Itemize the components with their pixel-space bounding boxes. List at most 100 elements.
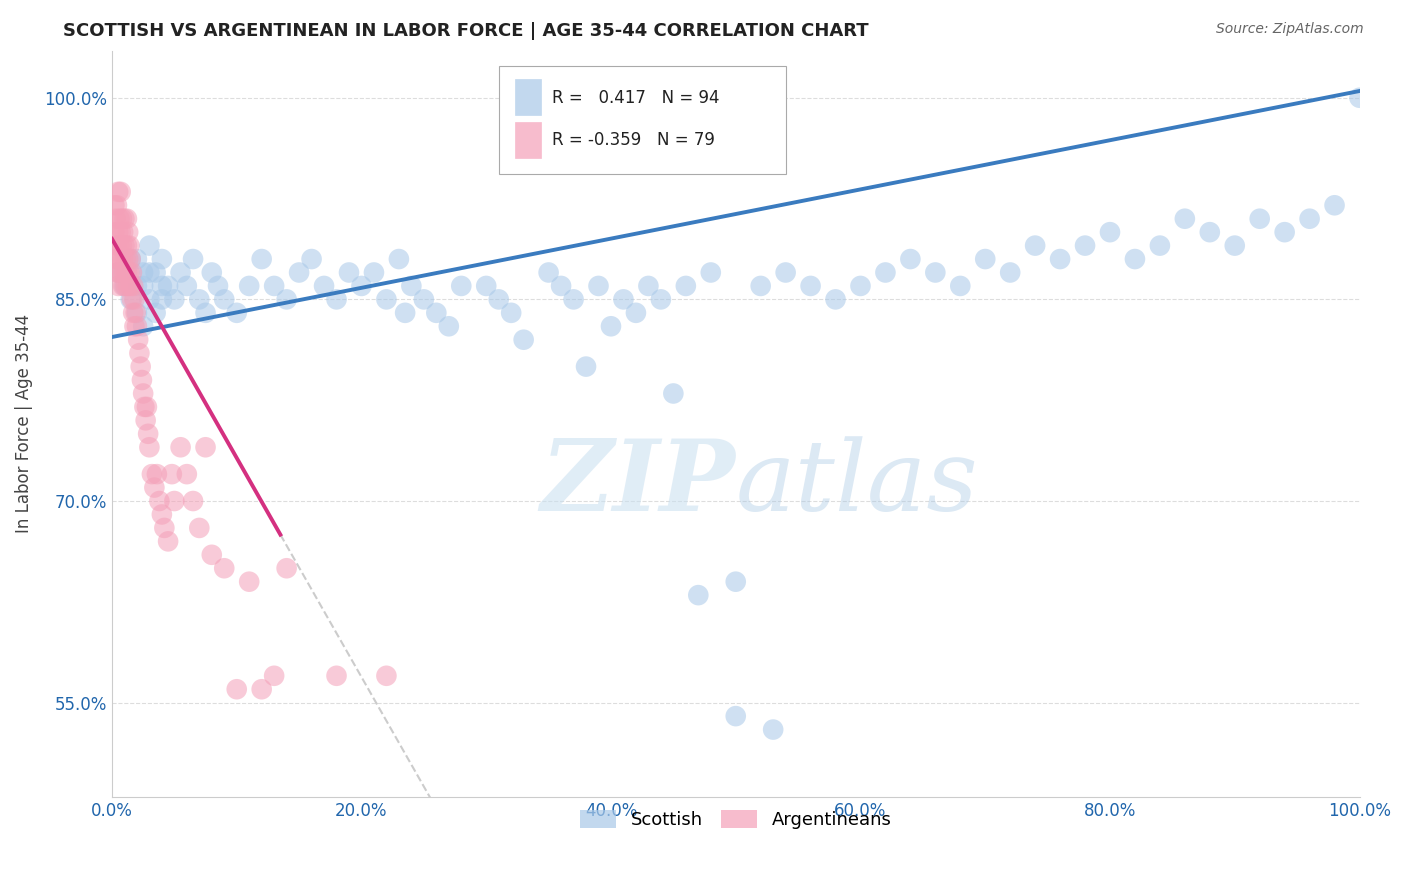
Point [588, 279, 610, 293]
Legend: Scottish, Argentineans: Scottish, Argentineans [572, 803, 898, 837]
Point [475, 279, 498, 293]
Point [201, 265, 224, 279]
Point [129, 359, 152, 374]
Point [107, 279, 129, 293]
Point [762, 723, 785, 737]
Point [110, 185, 132, 199]
Point [115, 211, 138, 226]
Point [120, 279, 142, 293]
Point [112, 225, 135, 239]
Point [225, 682, 247, 697]
Point [998, 265, 1021, 279]
Point [125, 319, 148, 334]
Point [394, 306, 416, 320]
Point [118, 265, 141, 279]
Point [148, 494, 170, 508]
Point [107, 265, 129, 279]
Point [114, 265, 136, 279]
Point [121, 293, 143, 307]
Point [225, 306, 247, 320]
Text: Source: ZipAtlas.com: Source: ZipAtlas.com [1216, 22, 1364, 37]
Point [375, 669, 398, 683]
Point [157, 279, 180, 293]
Point [131, 373, 153, 387]
Point [301, 252, 323, 266]
Point [1123, 252, 1146, 266]
Point [150, 293, 173, 307]
Point [111, 211, 134, 226]
Point [138, 293, 160, 307]
Text: SCOTTISH VS ARGENTINEAN IN LABOR FORCE | AGE 35-44 CORRELATION CHART: SCOTTISH VS ARGENTINEAN IN LABOR FORCE |… [63, 22, 869, 40]
Point [120, 252, 142, 266]
Point [108, 211, 131, 226]
Point [118, 238, 141, 252]
Text: atlas: atlas [735, 436, 979, 531]
Point [1274, 225, 1296, 239]
Point [575, 359, 598, 374]
Point [103, 198, 125, 212]
Point [662, 386, 685, 401]
Point [188, 521, 211, 535]
Point [675, 279, 697, 293]
Point [562, 293, 585, 307]
Point [157, 534, 180, 549]
Point [112, 279, 135, 293]
Point [115, 265, 138, 279]
Point [135, 400, 157, 414]
Point [276, 293, 298, 307]
Point [612, 293, 634, 307]
Point [150, 252, 173, 266]
Point [176, 279, 198, 293]
Point [160, 467, 183, 482]
Point [1348, 91, 1371, 105]
Point [337, 265, 360, 279]
Point [201, 548, 224, 562]
Point [849, 279, 872, 293]
Point [550, 279, 572, 293]
Point [288, 265, 311, 279]
Point [1298, 211, 1320, 226]
Point [114, 279, 136, 293]
Point [105, 198, 128, 212]
Point [194, 440, 217, 454]
Point [238, 574, 260, 589]
Point [1098, 225, 1121, 239]
Point [188, 293, 211, 307]
Point [114, 252, 136, 266]
Point [1049, 252, 1071, 266]
Point [150, 279, 173, 293]
Point [169, 265, 191, 279]
Point [127, 333, 149, 347]
Point [1024, 238, 1046, 252]
Point [111, 265, 134, 279]
Point [145, 306, 167, 320]
Point [207, 279, 229, 293]
FancyBboxPatch shape [499, 66, 786, 174]
Point [724, 709, 747, 723]
Point [437, 319, 460, 334]
Point [1174, 211, 1197, 226]
Point [1249, 211, 1271, 226]
Point [212, 293, 235, 307]
Point [624, 306, 647, 320]
Point [375, 293, 398, 307]
Point [125, 279, 148, 293]
Point [250, 682, 273, 697]
Point [124, 319, 146, 334]
Point [1323, 198, 1346, 212]
Point [141, 467, 163, 482]
Point [176, 467, 198, 482]
Point [425, 306, 447, 320]
Point [1149, 238, 1171, 252]
Point [312, 279, 335, 293]
Point [135, 413, 157, 427]
Point [974, 252, 997, 266]
Point [111, 238, 134, 252]
Point [110, 225, 132, 239]
Point [724, 574, 747, 589]
Point [824, 293, 846, 307]
Point [138, 265, 160, 279]
Point [153, 521, 176, 535]
Point [134, 400, 156, 414]
Point [212, 561, 235, 575]
